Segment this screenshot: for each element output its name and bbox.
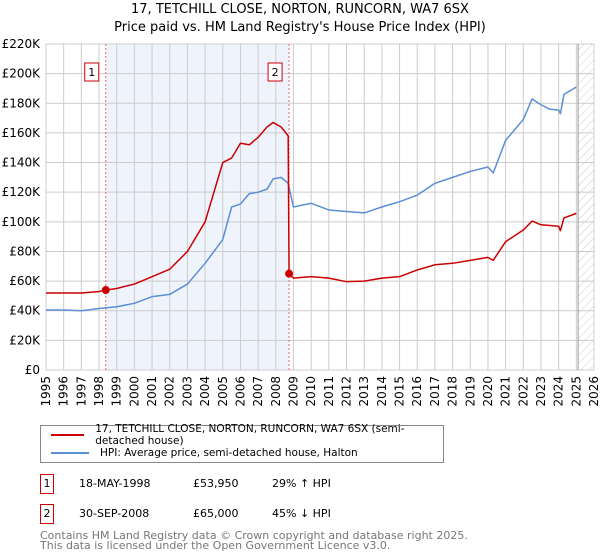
- legend-swatch-blue: [51, 452, 89, 454]
- x-tick-label: 2007: [251, 376, 265, 407]
- x-tick-label: 2016: [410, 376, 424, 407]
- y-tick-label: £160K: [2, 126, 42, 140]
- sale-badge-box: [84, 62, 100, 82]
- x-tick-label: 2004: [198, 376, 212, 407]
- x-tick-label: 2009: [286, 376, 300, 407]
- y-tick-label: £100K: [2, 215, 42, 229]
- x-tick-label: 2001: [145, 376, 159, 407]
- sale-date: 18-MAY-1998: [79, 477, 151, 490]
- x-tick-label: 2026: [587, 376, 600, 407]
- y-tick-label: £60K: [9, 274, 41, 288]
- y-tick-label: £140K: [2, 156, 42, 170]
- y-tick-label: £40K: [9, 304, 41, 318]
- hpi-line: [46, 86, 577, 312]
- y-tick-label: £220K: [2, 37, 42, 51]
- x-tick-label: 1996: [57, 376, 71, 407]
- x-tick-label: 2006: [233, 376, 247, 407]
- sale-price: £53,950: [193, 477, 239, 490]
- legend-label: HPI: Average price, semi-detached house,…: [100, 447, 358, 459]
- ownership-shading: [105, 44, 290, 370]
- y-tick-label: £120K: [2, 185, 42, 199]
- sale-badge-box: [267, 62, 283, 82]
- x-tick-label: 2013: [357, 376, 371, 407]
- x-tick-label: 2025: [569, 376, 583, 407]
- legend-label: 17, TETCHILL CLOSE, NORTON, RUNCORN, WA7…: [95, 423, 405, 447]
- x-tick-label: 1998: [92, 376, 106, 407]
- x-tick-label: 2003: [180, 376, 194, 407]
- x-tick-label: 1997: [74, 376, 88, 407]
- y-tick-label: £20K: [9, 333, 41, 347]
- footer-line: Contains HM Land Registry data © Crown c…: [40, 529, 468, 542]
- legend: 17, TETCHILL CLOSE, NORTON, RUNCORN, WA7…: [40, 423, 444, 463]
- forecast-hatch: [578, 44, 594, 370]
- x-tick-label: 1999: [110, 376, 124, 407]
- y-tick-label: £80K: [9, 244, 41, 258]
- sale-badge-label: 2: [272, 66, 279, 79]
- x-tick-label: 2019: [463, 376, 477, 407]
- footer: Contains HM Land Registry data © Crown c…: [40, 529, 468, 552]
- y-tick-label: £200K: [2, 67, 42, 81]
- footer-line: This data is licensed under the Open Gov…: [40, 539, 391, 552]
- x-tick-label: 2008: [269, 376, 283, 407]
- x-tick-label: 2022: [516, 376, 530, 407]
- sale-hpi-delta: 45% ↓ HPI: [272, 507, 331, 520]
- x-tick-label: 2023: [534, 376, 548, 407]
- sale-price: £65,000: [193, 507, 239, 520]
- y-tick-label: £0: [25, 363, 40, 377]
- sale-marker-badge: 2: [40, 504, 54, 524]
- x-tick-label: 2021: [499, 376, 513, 407]
- x-tick-label: 2014: [375, 376, 389, 407]
- sale-badge-label: 1: [88, 66, 95, 79]
- y-tick-label: £180K: [2, 96, 42, 110]
- x-tick-label: 1995: [39, 376, 53, 407]
- x-tick-label: 2020: [481, 376, 495, 407]
- legend-swatch-red: [51, 434, 85, 436]
- x-tick-label: 2024: [552, 376, 566, 407]
- x-tick-label: 2012: [340, 376, 354, 407]
- legend-item-hpi: HPI: Average price, semi-detached house,…: [51, 445, 358, 461]
- sale-point: [285, 269, 294, 278]
- chart-title: 17, TETCHILL CLOSE, NORTON, RUNCORN, WA7…: [131, 2, 469, 17]
- x-tick-label: 2015: [393, 376, 407, 407]
- chart-subtitle: Price paid vs. HM Land Registry's House …: [114, 20, 486, 35]
- x-tick-label: 2002: [163, 376, 177, 407]
- x-tick-label: 2005: [216, 376, 230, 407]
- sale-point: [101, 286, 110, 295]
- x-tick-label: 2010: [304, 376, 318, 407]
- x-tick-label: 2017: [428, 376, 442, 407]
- legend-item-property: 17, TETCHILL CLOSE, NORTON, RUNCORN, WA7…: [51, 423, 443, 447]
- x-tick-label: 2011: [322, 376, 336, 407]
- price-chart: 1995 1996 1997 1998 1999 2000 2001 2002 2003 2004…: [2, 37, 600, 407]
- x-tick-label: 2018: [446, 376, 460, 407]
- sale-hpi-delta: 29% ↑ HPI: [272, 477, 331, 490]
- x-tick-label: 2000: [127, 376, 141, 407]
- sale-date: 30-SEP-2008: [79, 507, 150, 520]
- sale-marker-badge: 1: [40, 474, 54, 494]
